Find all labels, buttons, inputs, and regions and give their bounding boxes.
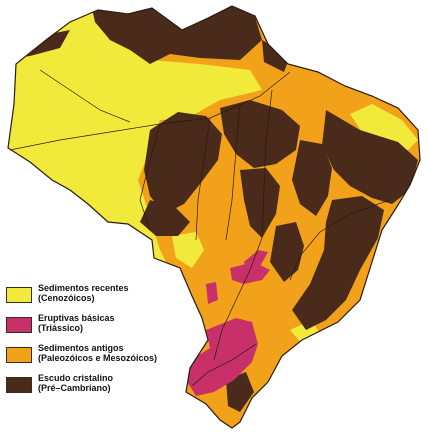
shield-central-west (144, 112, 222, 214)
shield-bahia (292, 140, 332, 216)
tapajos-river (195, 117, 211, 241)
legend-label-line1: Escudo cristalino (38, 373, 114, 383)
legend-item-recent-sediments: Sedimentos recentes (Cenozóicos) (6, 283, 206, 305)
uruguay-river (191, 343, 257, 387)
shield-amapa (262, 40, 290, 72)
legend-label: Sedimentos antigos (Paleozóicos e Mesozó… (38, 343, 157, 363)
shield-guiana-north (90, 6, 262, 64)
shield-tocantins (240, 168, 280, 238)
legend-swatch-crystalline-shield (6, 377, 32, 393)
eruptives-west-patch (206, 282, 218, 304)
legend-label-line2: (Pré–Cambriano) (38, 383, 111, 393)
shield-central (220, 100, 300, 168)
legend-label-line1: Sedimentos recentes (38, 283, 129, 293)
parana-river (213, 237, 263, 361)
legend-label: Escudo cristalino (Pré–Cambriano) (38, 373, 113, 393)
legend-item-basic-eruptives: Eruptivas básicas (Triássico) (6, 313, 206, 335)
eruptives-parana-basin (186, 318, 258, 396)
madeira-river (139, 123, 161, 231)
legend: Sedimentos recentes (Cenozóicos) Eruptiv… (6, 283, 206, 403)
rivers (9, 69, 391, 387)
legend-label: Eruptivas básicas (Triássico) (38, 313, 115, 333)
legend-swatch-ancient-sediments (6, 347, 32, 363)
recent-sediments-pantanal (172, 232, 204, 268)
legend-item-ancient-sediments: Sedimentos antigos (Paleozóicos e Mesozó… (6, 343, 206, 365)
tocantins-river (261, 89, 273, 239)
shield-rondonia (140, 200, 190, 236)
recent-sediments-coast (350, 104, 418, 150)
negro-river (39, 69, 131, 123)
eruptives-river-strip (244, 250, 268, 280)
legend-label-line2: (Cenozóicos) (38, 293, 95, 303)
sao-francisco-river (289, 199, 391, 281)
legend-label-line1: Sedimentos antigos (38, 343, 124, 353)
legend-label-line2: (Triássico) (38, 323, 84, 333)
shield-south (226, 372, 254, 412)
legend-item-crystalline-shield: Escudo cristalino (Pré–Cambriano) (6, 373, 206, 395)
legend-label: Sedimentos recentes (Cenozóicos) (38, 283, 129, 303)
legend-swatch-recent-sediments (6, 287, 32, 303)
shield-northeast (322, 110, 418, 204)
shield-mantiqueira (292, 196, 384, 330)
legend-label-line2: (Paleozóicos e Mesozóicos) (38, 353, 158, 363)
legend-label-line1: Eruptivas básicas (38, 313, 115, 323)
legend-swatch-basic-eruptives (6, 317, 32, 333)
xingu-river (225, 103, 241, 241)
